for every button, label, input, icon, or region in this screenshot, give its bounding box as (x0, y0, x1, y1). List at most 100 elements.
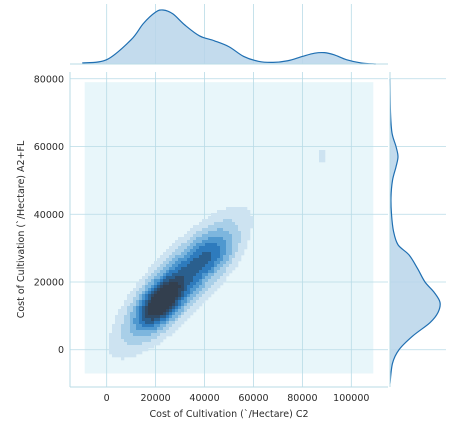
kde-cell (175, 240, 179, 244)
kde-cell (223, 267, 227, 271)
kde-cell (163, 297, 167, 301)
kde-cell (160, 288, 164, 292)
kde-cell (220, 258, 224, 262)
kde-cell (184, 264, 188, 268)
kde-cell (178, 261, 182, 265)
kde-cell (163, 270, 167, 274)
kde-cell (181, 264, 185, 268)
kde-cell (193, 276, 197, 280)
kde-cell (151, 279, 155, 283)
kde-cell (211, 234, 215, 238)
kde-cell (208, 261, 212, 265)
kde-cell (175, 282, 179, 286)
kde-cell (217, 228, 221, 232)
kde-cell (199, 294, 203, 298)
marginal-x-line (82, 9, 376, 65)
kde-cell (151, 309, 155, 313)
kde-cell (217, 237, 221, 241)
kde-cell (154, 333, 158, 337)
kde-cell (109, 333, 113, 337)
kde-cell (163, 306, 167, 310)
kde-cell (166, 324, 170, 328)
kde-cell (199, 282, 203, 286)
kde-cell (148, 345, 152, 349)
kde-cell (190, 231, 194, 235)
kde-cell (187, 249, 191, 253)
kde-cell (130, 309, 134, 313)
kde-cell (184, 243, 188, 247)
kde-cell (238, 210, 242, 214)
kde-cell (241, 246, 245, 250)
kde-cell (166, 306, 170, 310)
kde-cell (133, 291, 137, 295)
kde-cell (208, 216, 212, 220)
kde-cell (163, 273, 167, 277)
kde-cell (148, 321, 152, 325)
kde-cell (181, 255, 185, 259)
kde-cell (193, 270, 197, 274)
kde-cell (199, 279, 203, 283)
kde-cell (136, 342, 140, 346)
kde-cell (199, 225, 203, 229)
kde-cell (232, 213, 236, 217)
kde-cell (112, 345, 116, 349)
kde-cell (133, 297, 137, 301)
kde-cell (124, 306, 128, 310)
kde-cell (139, 306, 143, 310)
kde-cell (199, 252, 203, 256)
kde-cell (175, 315, 179, 319)
kde-cell (163, 327, 167, 331)
kde-cell (139, 279, 143, 283)
kde-cell (217, 219, 221, 223)
kde-cell (148, 306, 152, 310)
kde-cell (148, 312, 152, 316)
kde-cell (235, 213, 239, 217)
kde-cell (172, 318, 176, 322)
kde-cell (118, 330, 122, 334)
kde-cell (145, 303, 149, 307)
kde-cell (217, 285, 221, 289)
kde-cell (223, 225, 227, 229)
kde-cell (151, 276, 155, 280)
kde-cell (223, 228, 227, 232)
kde-cell (118, 345, 122, 349)
kde-cell (247, 225, 251, 229)
kde-cell (223, 261, 227, 265)
kde-cell (208, 273, 212, 277)
kde-cell (214, 243, 218, 247)
kde-cell (196, 300, 200, 304)
kde-cell (193, 231, 197, 235)
kde-cell (229, 222, 233, 226)
kde-cell (196, 297, 200, 301)
kde-cell (232, 264, 236, 268)
kde-cell (223, 258, 227, 262)
kde-cell (151, 264, 155, 268)
kde-cell (175, 327, 179, 331)
kde-cell (235, 210, 239, 214)
kde-cell (145, 300, 149, 304)
kde-cell (175, 279, 179, 283)
kde-cell (223, 246, 227, 250)
kde-cell (187, 273, 191, 277)
kde-cell (187, 279, 191, 283)
kde-cell (121, 312, 125, 316)
kde-cell (181, 297, 185, 301)
kde-cell (202, 222, 206, 226)
kde-cell (217, 231, 221, 235)
y-tick-label: 40000 (34, 210, 64, 221)
kde-cell (175, 321, 179, 325)
kde-cell (226, 243, 230, 247)
kde-cell (229, 267, 233, 271)
kde-cell (187, 267, 191, 271)
kde-cell (175, 258, 179, 262)
kde-cell (154, 300, 158, 304)
kde-cell (160, 273, 164, 277)
kde-cell (169, 327, 173, 331)
kde-cell (175, 270, 179, 274)
kde-cell (145, 315, 149, 319)
kde-cell (169, 321, 173, 325)
kde-cell (232, 252, 236, 256)
kde-cell (193, 282, 197, 286)
kde-cell (115, 324, 119, 328)
kde-cell (217, 216, 221, 220)
